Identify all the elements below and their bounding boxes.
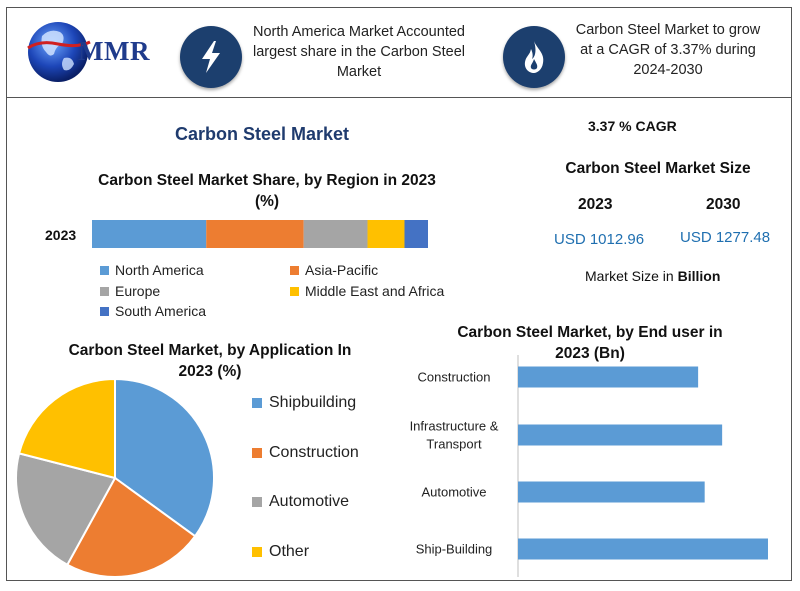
pie-legend-automotive: Automotive [252,493,349,511]
lightning-badge [180,26,242,88]
region-bar-segment-north-america [92,220,207,248]
region-bar-segment-middle-east-and-africa [367,220,405,248]
legend-label-north-america: North America [115,262,204,278]
legend-label-mea: Middle East and Africa [305,283,445,299]
region-bar-segment-europe [303,220,368,248]
market-size-year-2023: 2023 [578,196,613,213]
header-divider [6,97,792,98]
pie-legend-label-shipbuilding: Shipbuilding [269,394,357,411]
pie-legend-swatch-construction [252,448,262,458]
infographic-frame [6,7,792,581]
pie-legend-swatch-automotive [252,497,262,507]
legend-label-asia-pacific: Asia-Pacific [305,262,379,278]
market-size-note-unit: Billion [677,268,721,284]
flame-badge [503,26,565,88]
legend-asia-pacific: Asia-Pacific [290,262,378,278]
legend-europe: Europe [100,283,160,299]
legend-swatch-mea [290,286,299,296]
pie-legend-label-automotive: Automotive [269,493,350,510]
pie-legend-shipbuilding: Shipbuilding [252,394,356,412]
legend-swatch-north-america [100,265,109,275]
pie-legend-swatch-shipbuilding [252,398,262,408]
globe-icon [27,22,91,82]
flame-icon [524,41,544,73]
lightning-icon [202,41,220,73]
region-chart-title: Carbon Steel Market Share, by Region in … [98,172,436,210]
pie-legend-other: Other [252,543,309,561]
pie-slice-automotive [15,452,117,567]
application-pie-chart [15,377,215,578]
header-info-right: Carbon Steel Market to grow at a CAGR of… [575,22,761,78]
pie-slice-construction [65,476,197,578]
pie-legend-construction: Construction [252,444,359,462]
enduser-chart-title: Carbon Steel Market, by End user in 2023… [457,324,723,362]
market-size-note: Market Size in Billion [585,268,720,284]
legend-swatch-asia-pacific [290,265,299,275]
header-info-left: North America Market Accounted largest s… [253,24,465,80]
enduser-label-automotive: Automotive [421,485,486,500]
legend-north-america: North America [100,262,204,278]
mmr-logo [20,14,170,90]
cagr-label: 3.37 % CAGR [588,118,677,134]
page-title: Carbon Steel Market [175,124,350,144]
enduser-label-infrastructure-transport: Infrastructure & Transport [410,419,499,452]
enduser-bar-infrastructure-transport [518,424,723,446]
pie-slice-other [17,377,116,480]
enduser-bar-ship-building [518,538,768,560]
pie-slice-shipbuilding [114,377,215,538]
legend-label-europe: Europe [115,283,161,299]
legend-swatch-south-america [100,306,109,316]
pie-legend-swatch-other [252,547,262,557]
pie-legend-label-construction: Construction [269,444,359,461]
market-size-title: Carbon Steel Market Size [565,160,751,177]
legend-label-south-america: South America [115,303,207,319]
enduser-label-ship-building: Ship-Building [416,542,493,557]
region-bar-segment-south-america [404,220,428,248]
market-size-value-2023: USD 1012.96 [554,231,645,248]
enduser-bar-automotive [518,481,705,503]
enduser-label-construction: Construction [418,370,491,385]
logo-text: MMR [78,36,150,66]
application-chart-title: Carbon Steel Market, by Application In 2… [68,342,352,380]
legend-south-america: South America [100,303,206,319]
legend-swatch-europe [100,286,109,296]
legend-mea: Middle East and Africa [290,283,444,299]
region-bar-segment-asia-pacific [206,220,304,248]
pie-legend-label-other: Other [269,543,310,560]
market-size-note-prefix: Market Size in [585,268,678,284]
market-size-value-2030: USD 1277.48 [680,229,771,246]
region-stacked-bar [92,220,428,248]
region-bar-category-label: 2023 [45,227,77,243]
market-size-year-2030: 2030 [706,196,741,213]
enduser-bar-chart: Construction Infrastructure & Transport Aut… [410,355,768,577]
enduser-bar-construction [518,366,699,388]
